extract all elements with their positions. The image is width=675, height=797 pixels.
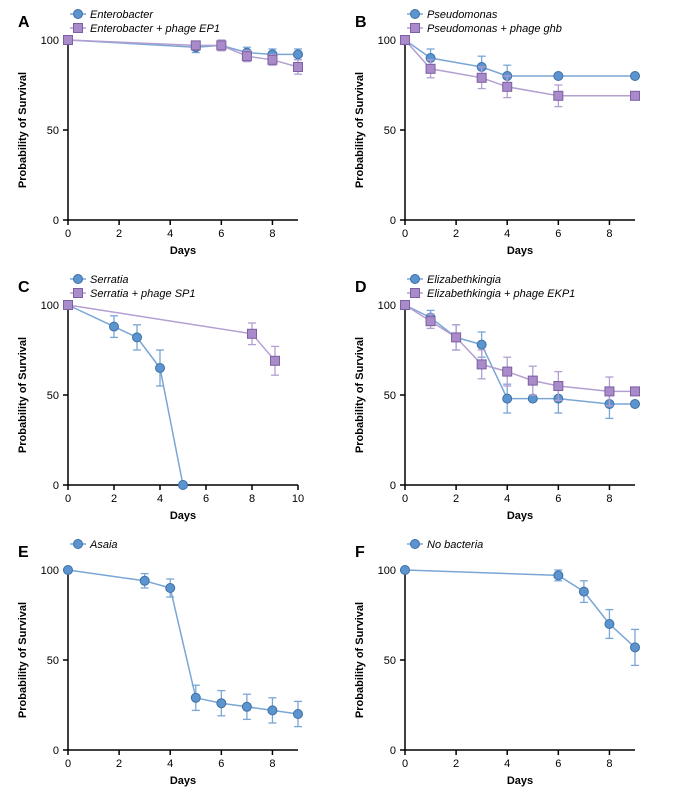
svg-text:6: 6 <box>218 758 224 770</box>
svg-text:0: 0 <box>53 745 59 757</box>
svg-text:4: 4 <box>167 758 173 770</box>
svg-text:Days: Days <box>170 510 196 522</box>
svg-text:2: 2 <box>116 758 122 770</box>
svg-text:Days: Days <box>170 245 196 257</box>
svg-text:8: 8 <box>249 493 255 505</box>
svg-text:0: 0 <box>390 480 396 492</box>
svg-text:6: 6 <box>203 493 209 505</box>
panel-F: 0 2 4 6 8 0 50 100 Days Probability of Survival No… <box>337 530 674 795</box>
svg-text:100: 100 <box>41 35 59 47</box>
svg-text:Elizabethkingia: Elizabethkingia <box>427 274 501 286</box>
svg-text:50: 50 <box>47 655 59 667</box>
svg-text:2: 2 <box>111 493 117 505</box>
svg-text:4: 4 <box>504 228 510 240</box>
svg-text:4: 4 <box>167 228 173 240</box>
svg-text:100: 100 <box>378 565 396 577</box>
svg-text:Days: Days <box>507 510 533 522</box>
svg-text:Enterobacter + phage EP1: Enterobacter + phage EP1 <box>90 23 220 35</box>
svg-text:Asaia: Asaia <box>89 539 118 551</box>
svg-text:4: 4 <box>157 493 163 505</box>
svg-text:Serratia + phage SP1: Serratia + phage SP1 <box>90 288 196 300</box>
svg-text:Enterobacter: Enterobacter <box>90 9 154 21</box>
svg-text:4: 4 <box>504 493 510 505</box>
svg-text:0: 0 <box>65 228 71 240</box>
svg-text:2: 2 <box>453 758 459 770</box>
svg-text:50: 50 <box>47 125 59 137</box>
svg-text:2: 2 <box>453 493 459 505</box>
svg-text:0: 0 <box>402 493 408 505</box>
svg-text:0: 0 <box>65 493 71 505</box>
svg-text:0: 0 <box>53 480 59 492</box>
svg-text:6: 6 <box>555 228 561 240</box>
svg-text:0: 0 <box>53 215 59 227</box>
svg-text:6: 6 <box>555 493 561 505</box>
svg-text:2: 2 <box>453 228 459 240</box>
svg-text:Probability of Survival: Probability of Survival <box>17 72 29 188</box>
svg-text:50: 50 <box>384 125 396 137</box>
svg-text:4: 4 <box>504 758 510 770</box>
svg-text:6: 6 <box>555 758 561 770</box>
svg-text:6: 6 <box>218 228 224 240</box>
svg-text:0: 0 <box>65 758 71 770</box>
svg-text:8: 8 <box>269 758 275 770</box>
svg-text:50: 50 <box>384 655 396 667</box>
svg-text:0: 0 <box>390 745 396 757</box>
svg-text:100: 100 <box>378 35 396 47</box>
panel-C: 0246810050100DaysProbability of Survival… <box>0 265 337 530</box>
svg-text:100: 100 <box>41 565 59 577</box>
svg-text:10: 10 <box>292 493 304 505</box>
svg-text:Probability of Survival: Probability of Survival <box>354 602 366 718</box>
svg-text:Days: Days <box>170 775 196 787</box>
svg-text:Serratia: Serratia <box>90 274 129 286</box>
svg-text:8: 8 <box>269 228 275 240</box>
svg-text:8: 8 <box>606 758 612 770</box>
svg-text:Probability of Survival: Probability of Survival <box>354 72 366 188</box>
svg-text:50: 50 <box>47 390 59 402</box>
svg-text:Days: Days <box>507 775 533 787</box>
svg-text:100: 100 <box>378 300 396 312</box>
svg-text:Probability of Survival: Probability of Survival <box>354 337 366 453</box>
panel-E: 0 2 4 6 8 0 50 100 Days Probability of Survival As… <box>0 530 337 795</box>
svg-text:100: 100 <box>41 300 59 312</box>
svg-text:Days: Days <box>507 245 533 257</box>
svg-text:Elizabethkingia + phage EKP1: Elizabethkingia + phage EKP1 <box>427 288 575 300</box>
svg-text:0: 0 <box>402 228 408 240</box>
svg-text:Probability of Survival: Probability of Survival <box>17 602 29 718</box>
svg-text:50: 50 <box>384 390 396 402</box>
panel-A: 0 2 4 6 8 0 50 100 Days Probability of Survival En… <box>0 0 337 265</box>
svg-text:Pseudomonas + phage ghb: Pseudomonas + phage ghb <box>427 23 562 35</box>
svg-text:Pseudomonas: Pseudomonas <box>427 9 498 21</box>
svg-text:8: 8 <box>606 493 612 505</box>
svg-text:No bacteria: No bacteria <box>427 539 483 551</box>
svg-text:Probability of Survival: Probability of Survival <box>17 337 29 453</box>
panel-B: 0 2 4 6 8 0 50 100 Days Probability of Survival Ps… <box>337 0 674 265</box>
svg-text:8: 8 <box>606 228 612 240</box>
svg-text:2: 2 <box>116 228 122 240</box>
svg-text:0: 0 <box>402 758 408 770</box>
svg-text:0: 0 <box>390 215 396 227</box>
panel-D: 0 2 4 6 8 0 50 100 Days Probability of Survival El… <box>337 265 674 530</box>
